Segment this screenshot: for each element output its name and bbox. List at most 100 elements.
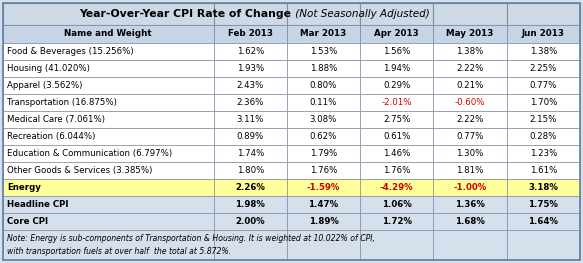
Text: 2.75%: 2.75% (383, 115, 410, 124)
Bar (213, 179, 287, 196)
Text: Note: Energy is sub-components of Transportation & Housing. It is weighted at 10: Note: Energy is sub-components of Transp… (7, 234, 375, 243)
Bar (287, 111, 360, 128)
Bar (507, 145, 580, 162)
Bar (360, 230, 433, 260)
Text: Apparel (3.562%): Apparel (3.562%) (7, 81, 82, 90)
Bar (433, 77, 507, 94)
Bar (213, 111, 287, 128)
Bar (360, 43, 433, 60)
Text: Core CPI: Core CPI (7, 217, 48, 226)
Text: Education & Communication (6.797%): Education & Communication (6.797%) (7, 149, 172, 158)
Bar (507, 43, 580, 60)
Text: 2.22%: 2.22% (456, 64, 484, 73)
Bar (507, 60, 580, 77)
Text: 2.15%: 2.15% (530, 115, 557, 124)
Text: 1.23%: 1.23% (530, 149, 557, 158)
Text: 1.70%: 1.70% (530, 98, 557, 107)
Bar (287, 3, 360, 25)
Text: 1.53%: 1.53% (310, 47, 337, 56)
Bar (213, 128, 287, 145)
Bar (213, 43, 287, 60)
Text: 1.56%: 1.56% (383, 47, 410, 56)
Text: 1.89%: 1.89% (308, 217, 339, 226)
Text: 2.25%: 2.25% (530, 64, 557, 73)
Text: Apr 2013: Apr 2013 (374, 29, 419, 38)
Text: 0.62%: 0.62% (310, 132, 337, 141)
Text: Year-Over-Year CPI Rate of Change: Year-Over-Year CPI Rate of Change (79, 9, 292, 19)
Bar (213, 145, 287, 162)
Bar (433, 60, 507, 77)
Text: 2.36%: 2.36% (237, 98, 264, 107)
Bar (3, 3, 213, 25)
Bar (360, 94, 433, 111)
Bar (3, 77, 213, 94)
Text: 3.18%: 3.18% (528, 183, 559, 192)
Bar (507, 3, 580, 25)
Text: 0.29%: 0.29% (383, 81, 410, 90)
Bar (3, 128, 213, 145)
Text: 1.30%: 1.30% (456, 149, 484, 158)
Text: 0.11%: 0.11% (310, 98, 337, 107)
Text: 2.43%: 2.43% (237, 81, 264, 90)
Bar (507, 94, 580, 111)
Bar (287, 94, 360, 111)
Bar (433, 230, 507, 260)
Bar (433, 145, 507, 162)
Bar (287, 60, 360, 77)
Bar (287, 145, 360, 162)
Bar (3, 111, 213, 128)
Text: 0.77%: 0.77% (530, 81, 557, 90)
Bar (360, 179, 433, 196)
Text: 0.21%: 0.21% (456, 81, 484, 90)
Text: 1.76%: 1.76% (310, 166, 337, 175)
Text: 1.61%: 1.61% (530, 166, 557, 175)
Text: 1.76%: 1.76% (383, 166, 410, 175)
Bar (3, 213, 213, 230)
Bar (3, 60, 213, 77)
Text: 1.36%: 1.36% (455, 200, 485, 209)
Text: (Not Seasonally Adjusted): (Not Seasonally Adjusted) (292, 9, 429, 19)
Text: Headline CPI: Headline CPI (7, 200, 68, 209)
Bar (433, 43, 507, 60)
Text: 1.68%: 1.68% (455, 217, 485, 226)
Bar (507, 179, 580, 196)
Text: 1.74%: 1.74% (237, 149, 264, 158)
Bar (213, 230, 287, 260)
Text: 0.89%: 0.89% (237, 132, 264, 141)
Text: Recreation (6.044%): Recreation (6.044%) (7, 132, 96, 141)
Bar (360, 77, 433, 94)
Text: 1.81%: 1.81% (456, 166, 484, 175)
Text: Other Goods & Services (3.385%): Other Goods & Services (3.385%) (7, 166, 152, 175)
Bar (287, 179, 360, 196)
Bar (360, 196, 433, 213)
Text: 1.72%: 1.72% (382, 217, 412, 226)
Bar (213, 60, 287, 77)
Bar (287, 77, 360, 94)
Bar (3, 162, 213, 179)
Text: 1.06%: 1.06% (382, 200, 412, 209)
Text: 0.61%: 0.61% (383, 132, 410, 141)
Bar (360, 25, 433, 43)
Text: 1.38%: 1.38% (456, 47, 484, 56)
Bar (433, 128, 507, 145)
Bar (433, 162, 507, 179)
Bar (3, 196, 213, 213)
Bar (213, 3, 287, 25)
Text: 1.75%: 1.75% (528, 200, 559, 209)
Text: Name and Weight: Name and Weight (65, 29, 152, 38)
Text: 1.38%: 1.38% (530, 47, 557, 56)
Bar (433, 179, 507, 196)
Bar (213, 77, 287, 94)
Text: 1.46%: 1.46% (383, 149, 410, 158)
Bar (507, 213, 580, 230)
Text: 2.26%: 2.26% (236, 183, 265, 192)
Bar (287, 230, 360, 260)
Bar (433, 196, 507, 213)
Bar (360, 111, 433, 128)
Text: 0.77%: 0.77% (456, 132, 484, 141)
Text: Transportation (16.875%): Transportation (16.875%) (7, 98, 117, 107)
Text: 1.93%: 1.93% (237, 64, 264, 73)
Bar (213, 213, 287, 230)
Bar (507, 128, 580, 145)
Bar (287, 162, 360, 179)
